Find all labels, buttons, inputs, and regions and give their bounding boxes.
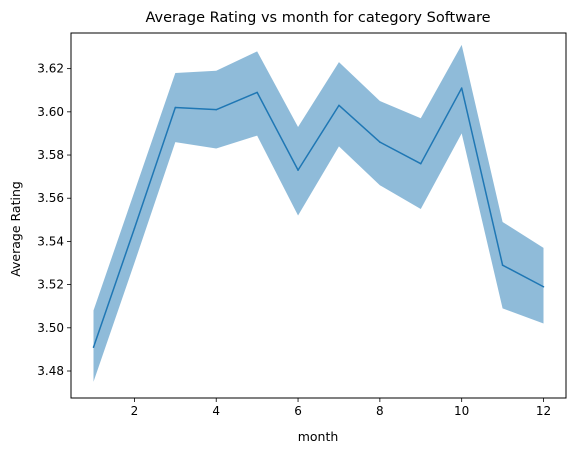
x-tick-label: 8	[376, 404, 384, 418]
y-axis: 3.48 3.50 3.52 3.54 3.56 3.58 3.60 3.62	[37, 62, 71, 378]
x-tick-label: 6	[294, 404, 302, 418]
data-point	[379, 141, 381, 143]
y-axis-label: Average Rating	[8, 181, 23, 277]
x-axis: 2 4 6 8 10 12	[131, 398, 551, 418]
data-point	[256, 91, 258, 94]
x-tick-label: 10	[454, 404, 469, 418]
y-tick-label: 3.56	[37, 191, 64, 205]
y-tick-label: 3.48	[37, 364, 64, 378]
confidence-band-layer	[93, 44, 544, 382]
data-point	[92, 346, 95, 348]
x-tick-label: 12	[536, 404, 551, 418]
y-tick-label: 3.60	[37, 105, 64, 119]
y-tick-label: 3.50	[37, 321, 64, 335]
data-point	[420, 162, 422, 165]
confidence-band	[93, 44, 544, 382]
y-tick-label: 3.52	[37, 278, 64, 292]
x-axis-label: month	[298, 429, 339, 444]
plot-frame	[70, 32, 567, 399]
series-line	[92, 87, 544, 348]
data-point	[174, 106, 177, 109]
data-point	[215, 108, 217, 111]
chart-title: Average Rating vs month for category Sof…	[145, 10, 490, 26]
data-point	[133, 227, 136, 230]
x-tick-label: 2	[131, 404, 139, 418]
y-tick-label: 3.62	[37, 62, 64, 76]
data-point	[460, 87, 463, 89]
data-point	[338, 104, 340, 107]
y-tick-label: 3.58	[37, 148, 64, 162]
x-tick-label: 4	[212, 404, 220, 418]
series-line-layer	[92, 87, 545, 348]
data-point	[501, 264, 504, 266]
y-tick-label: 3.54	[37, 234, 64, 248]
data-point	[297, 169, 299, 171]
data-point	[542, 286, 545, 288]
